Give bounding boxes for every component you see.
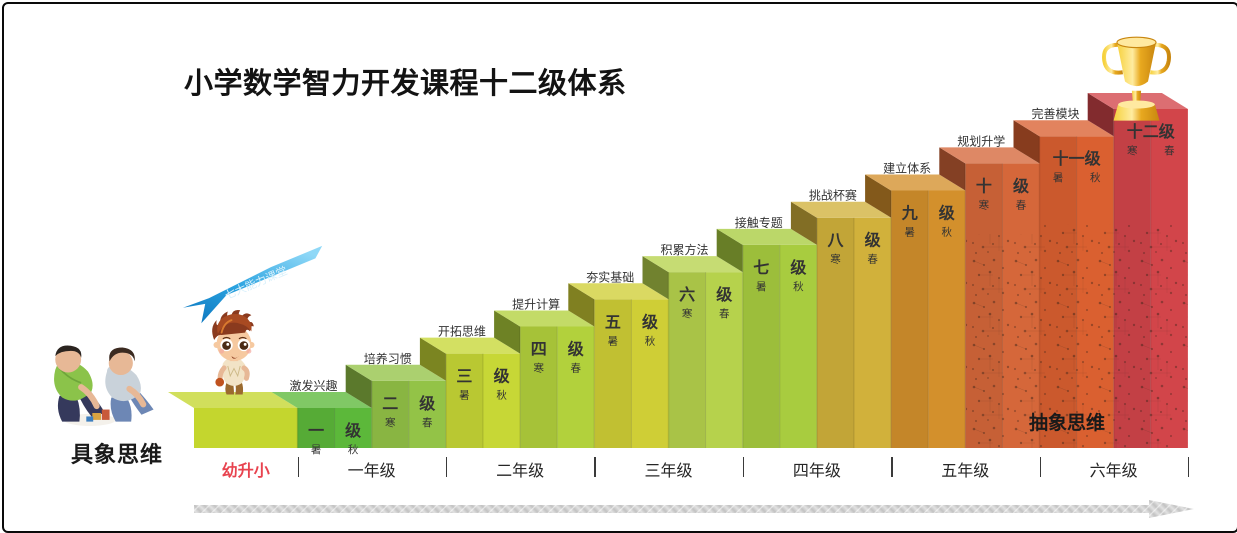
svg-text:五: 五 [605,314,621,331]
svg-text:秋: 秋 [942,226,953,239]
svg-text:寒: 寒 [830,253,841,266]
svg-text:春: 春 [571,363,582,375]
svg-text:秋: 秋 [1090,171,1101,184]
svg-text:秋: 秋 [645,334,656,347]
svg-text:夯实基础: 夯实基础 [586,269,634,284]
svg-text:开拓思维: 开拓思维 [438,325,486,339]
svg-text:挑战杯赛: 挑战杯赛 [809,188,857,203]
svg-text:春: 春 [1016,199,1027,211]
svg-text:秋: 秋 [496,389,507,402]
svg-text:级: 级 [345,421,362,440]
svg-text:九: 九 [901,205,918,223]
svg-text:十: 十 [976,176,992,195]
svg-text:春: 春 [719,308,730,320]
svg-text:级: 级 [419,394,436,413]
svg-text:激发兴趣: 激发兴趣 [290,378,338,393]
svg-text:积累方法: 积累方法 [661,242,709,257]
svg-text:二: 二 [382,396,398,413]
svg-text:四: 四 [531,342,547,359]
svg-text:春: 春 [1164,145,1175,157]
svg-text:六: 六 [679,285,695,304]
svg-text:寒: 寒 [385,416,396,429]
svg-text:接触专题: 接触专题 [735,215,783,230]
svg-text:培养习惯: 培养习惯 [364,351,412,366]
svg-text:暑: 暑 [608,335,619,347]
svg-text:规划升学: 规划升学 [957,133,1005,148]
svg-text:级: 级 [939,204,956,223]
svg-text:暑: 暑 [311,444,322,456]
svg-text:春: 春 [867,254,878,266]
svg-text:级: 级 [865,231,882,250]
svg-text:级: 级 [642,312,659,331]
svg-text:七大能力课堂: 七大能力课堂 [222,263,289,302]
svg-text:提升计算: 提升计算 [512,297,560,312]
svg-text:寒: 寒 [533,362,544,375]
svg-text:秋: 秋 [348,443,359,456]
svg-text:级: 级 [568,340,585,359]
svg-text:级: 级 [790,258,807,277]
svg-text:暑: 暑 [1053,172,1064,184]
svg-text:一: 一 [308,423,324,440]
svg-text:寒: 寒 [682,307,693,320]
svg-text:寒: 寒 [1127,144,1138,157]
svg-text:暑: 暑 [756,281,767,293]
svg-text:寒: 寒 [979,198,990,211]
svg-text:建立体系: 建立体系 [883,161,931,176]
svg-text:暑: 暑 [904,227,915,239]
svg-text:八: 八 [826,233,844,250]
svg-text:级: 级 [494,367,511,386]
svg-text:完善模块: 完善模块 [1032,106,1080,121]
svg-text:级: 级 [1013,176,1030,195]
svg-text:暑: 暑 [459,390,470,402]
svg-text:十一级: 十一级 [1053,149,1102,168]
svg-text:三: 三 [456,369,472,386]
svg-text:秋: 秋 [793,280,804,293]
svg-text:七: 七 [753,259,769,277]
svg-text:级: 级 [716,285,733,304]
svg-text:春: 春 [422,417,433,429]
